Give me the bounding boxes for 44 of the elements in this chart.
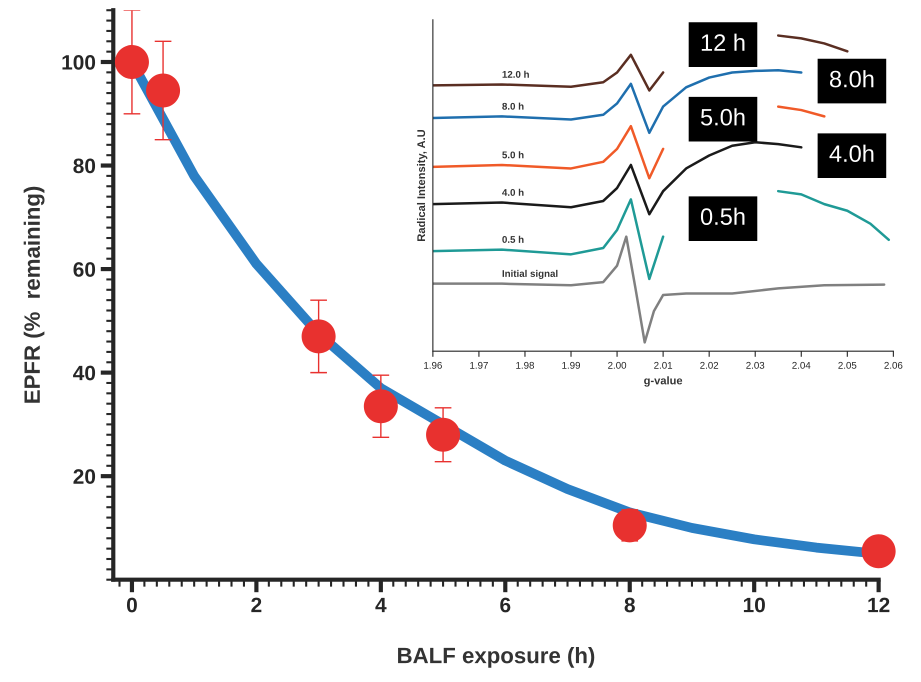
- x-tick-label: 6: [500, 598, 510, 612]
- x-axis-title: g-value: [644, 376, 682, 387]
- x-tick-label: 1.98: [516, 362, 534, 369]
- x-tick-label: 2.06: [884, 362, 902, 369]
- x-tick-label: 2: [251, 598, 262, 612]
- point: [114, 44, 149, 80]
- series-label: 12.0 h: [502, 70, 529, 78]
- x-tick-label: 2.05: [838, 362, 856, 369]
- series-label: 8.0 h: [502, 102, 524, 110]
- point: [426, 418, 460, 452]
- x-tick-label: 2.01: [654, 362, 672, 369]
- annotation: 12 h: [702, 34, 744, 51]
- point: [364, 389, 398, 424]
- series-label: Initial signal: [502, 270, 558, 279]
- annotation: 4.0h: [829, 144, 874, 162]
- point: [146, 73, 180, 108]
- x-tick-label: 12: [868, 598, 890, 612]
- series-label: 4.0 h: [502, 188, 524, 196]
- x-tick-label: 2.04: [792, 362, 810, 369]
- x-tick-label: 2.00: [608, 362, 626, 369]
- annotation: 8.0h: [830, 70, 874, 88]
- x-tick-label: 1.96: [424, 362, 442, 369]
- series-label: 0.5 h: [502, 236, 524, 243]
- x-tick-label: 2.03: [746, 362, 764, 369]
- y-tick-label: 60: [74, 262, 96, 277]
- x-tick-label: 1.99: [562, 362, 580, 369]
- annotation: 0.5h: [700, 208, 744, 225]
- x-tick-label: 1.97: [470, 362, 488, 369]
- x-tick-label: 2.02: [700, 362, 718, 369]
- y-tick-label: 40: [73, 366, 96, 380]
- series-label: 5.0 h: [502, 151, 524, 158]
- y-tick-label: 100: [62, 55, 96, 70]
- x-tick-label: 0: [126, 598, 137, 612]
- y-tick-label: 80: [73, 158, 96, 174]
- point: [302, 319, 336, 354]
- x-tick-label: 8: [624, 598, 635, 612]
- x-tick-label: 4: [375, 598, 387, 612]
- x-axis-title: BALF exposure (h): [398, 647, 594, 668]
- y-axis-title: Radical Intensity, A.U: [416, 130, 428, 241]
- point: [862, 534, 896, 568]
- y-tick-label: 20: [73, 469, 96, 484]
- y-axis-title: EPFR (% remaining): [24, 186, 44, 403]
- annotation: 5.0h: [700, 108, 744, 126]
- x-tick-label: 10: [744, 598, 765, 612]
